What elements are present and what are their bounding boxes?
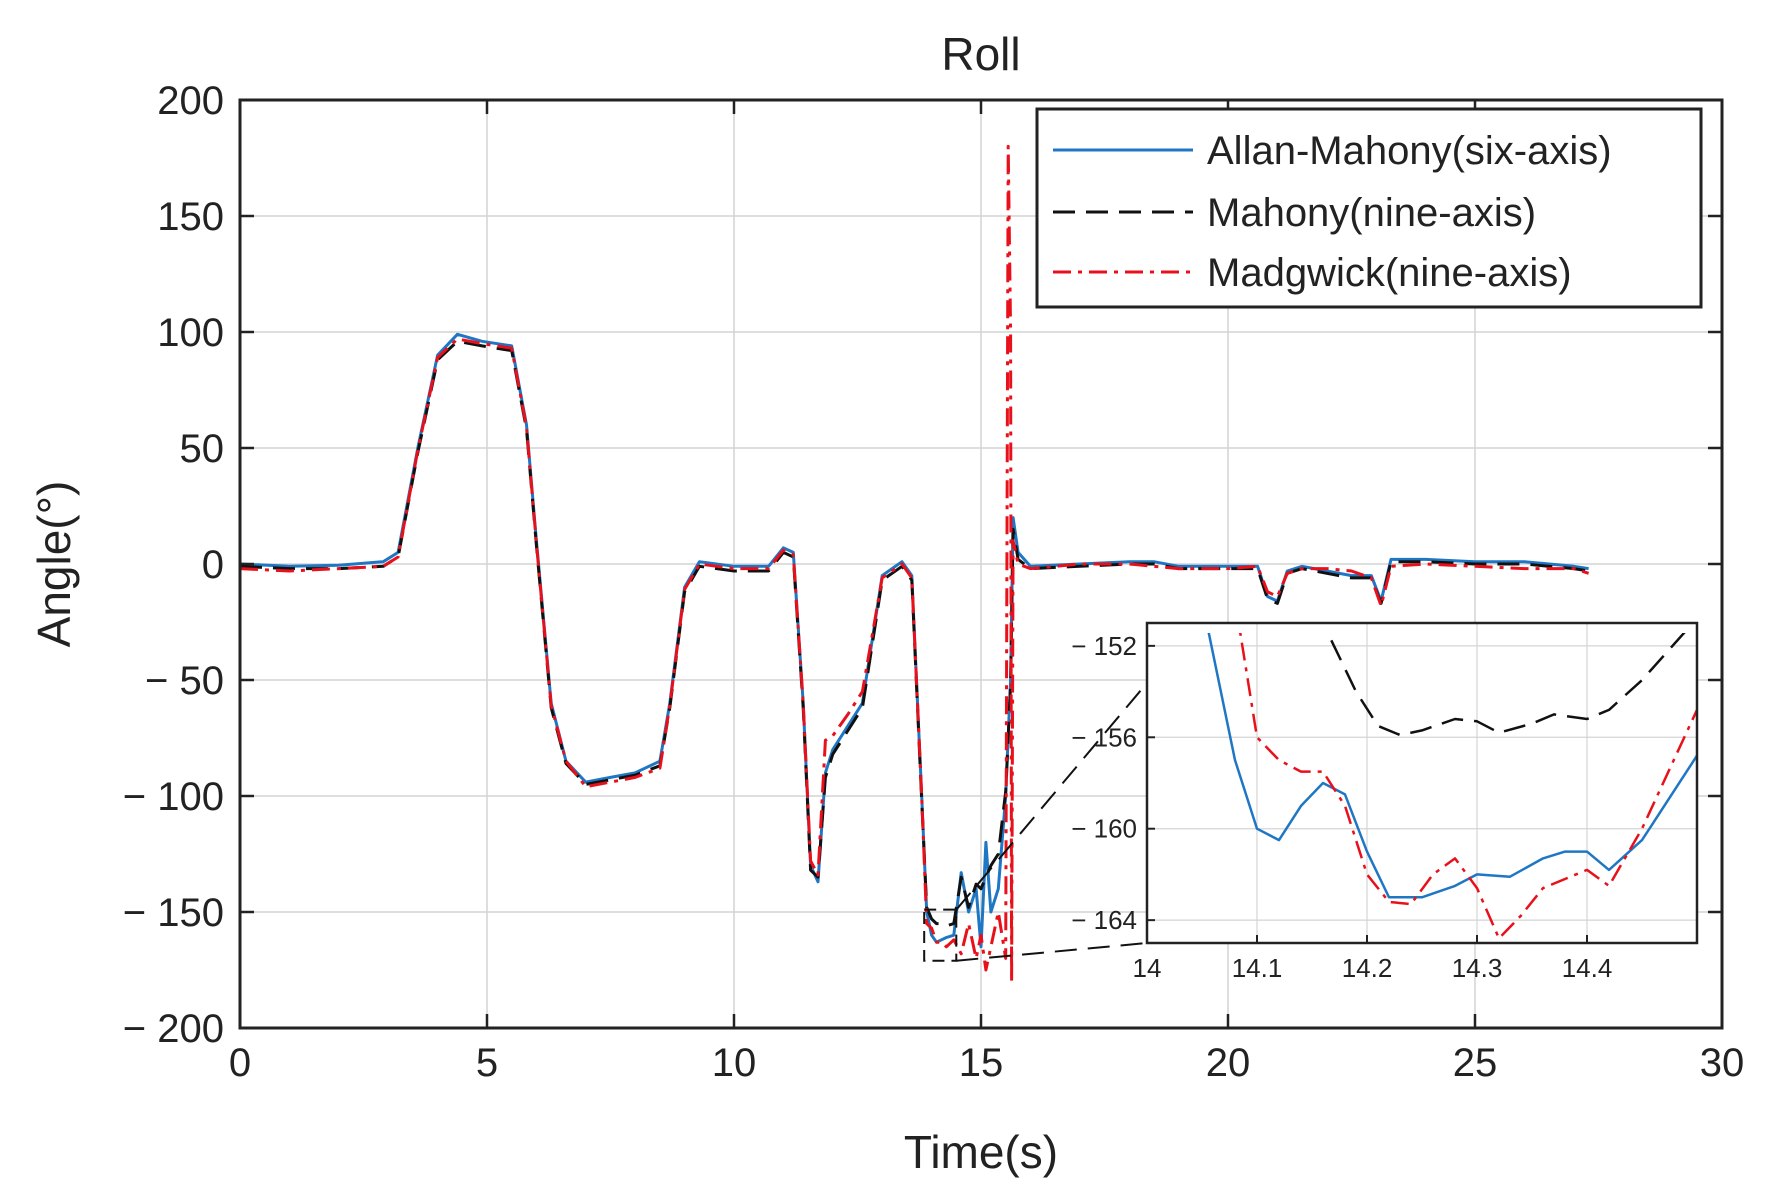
inset-x-tick-label: 14.3: [1452, 953, 1503, 983]
inset-x-tick-label: 14.4: [1562, 953, 1613, 983]
legend-label-madgwick: Madgwick(nine-axis): [1207, 251, 1572, 295]
main-series-group: [240, 144, 1590, 984]
y-tick-label: 200: [157, 79, 224, 123]
y-tick-labels: 200 150 100 50 0 − 50 − 100 − 150 − 200: [123, 79, 224, 1051]
x-tick-label: 30: [1700, 1041, 1745, 1085]
inset-series-line-1: [1326, 633, 1686, 737]
legend-label-mahony: Mahony(nine-axis): [1207, 191, 1536, 235]
x-tick-label: 0: [229, 1041, 251, 1085]
y-tick-label: 100: [157, 311, 224, 355]
x-tick-label: 15: [959, 1041, 1004, 1085]
inset-frame: [1145, 621, 1699, 945]
inset-series-group: [1207, 633, 1699, 940]
legend-label-allan-mahony: Allan-Mahony(six-axis): [1207, 129, 1612, 173]
inset-x-tick-label: 14.1: [1232, 953, 1283, 983]
y-tick-label: − 100: [123, 775, 224, 819]
zoom-connector-bottom: [956, 942, 1148, 962]
legend[interactable]: Allan-Mahony(six-axis) Mahony(nine-axis)…: [1035, 107, 1703, 309]
inset-series-line-0: [1207, 633, 1699, 899]
inset-tick-labels: 14 14.1 14.2 14.3 14.4 − 152 − 156 − 160 − 164: [1071, 631, 1612, 983]
x-tick-labels: 0 5 10 15 20 25 30: [229, 1041, 1744, 1085]
zoom-region-marker: [923, 682, 1148, 962]
y-axis-label: Angle(°): [28, 481, 80, 648]
x-tick-label: 5: [476, 1041, 498, 1085]
main-tick-marks: [238, 98, 1724, 1030]
series-line-0: [240, 332, 1589, 949]
y-tick-label: − 200: [123, 1007, 224, 1051]
x-tick-label: 10: [712, 1041, 757, 1085]
series-line-2: [240, 144, 1590, 984]
y-tick-label: 150: [157, 195, 224, 239]
zoom-connector-top: [955, 682, 1148, 911]
inset-x-tick-label: 14: [1133, 953, 1162, 983]
series-line-1: [240, 339, 1589, 928]
x-axis-label: Time(s): [904, 1126, 1058, 1178]
inset-plot: 14 14.1 14.2 14.3 14.4 − 152 − 156 − 160 − 164: [1071, 621, 1699, 983]
inset-background: [1147, 623, 1697, 943]
inset-y-tick-label: − 160: [1071, 814, 1137, 844]
y-tick-label: 0: [202, 543, 224, 587]
y-tick-label: 50: [180, 427, 225, 471]
chart-title: Roll: [941, 28, 1020, 80]
x-tick-label: 20: [1206, 1041, 1251, 1085]
inset-y-tick-label: − 164: [1071, 905, 1137, 935]
inset-series-line-2: [1239, 633, 1699, 940]
legend-box: [1035, 107, 1703, 309]
inset-y-tick-label: − 152: [1071, 631, 1137, 661]
inset-y-tick-label: − 156: [1071, 722, 1137, 752]
inset-x-tick-label: 14.2: [1342, 953, 1393, 983]
y-tick-label: − 150: [123, 891, 224, 935]
x-tick-label: 25: [1453, 1041, 1498, 1085]
zoom-region-box: [923, 908, 958, 962]
y-tick-label: − 50: [145, 659, 224, 703]
